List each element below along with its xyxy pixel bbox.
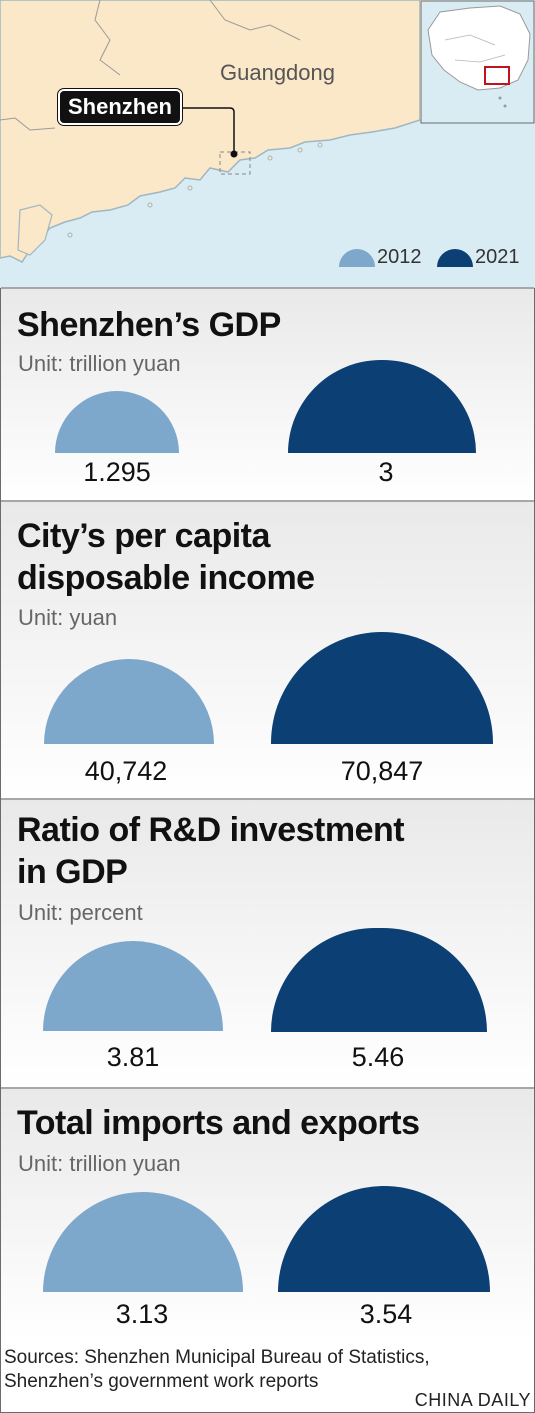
- value-2012: 40,742: [84, 756, 168, 786]
- dome-2021: [278, 1186, 490, 1292]
- legend-swatch-2012: [339, 248, 375, 267]
- value-2012: 1.295: [83, 457, 151, 487]
- panel-unit: Unit: yuan: [18, 605, 118, 630]
- rd-panel: Ratio of R&D investment in GDP Unit: per…: [1, 798, 534, 1088]
- city-label: Shenzhen: [58, 89, 182, 125]
- panel-title-line-2: disposable income: [17, 559, 315, 597]
- value-2021: 70,847: [340, 756, 424, 786]
- legend-label-2012: 2012: [377, 246, 422, 268]
- value-2012: 3.13: [115, 1299, 169, 1329]
- region-label: Guangdong: [220, 60, 335, 85]
- sources-note: Sources: Shenzhen Municipal Bureau of St…: [4, 1346, 430, 1394]
- dome-2012: [44, 659, 214, 744]
- dome-2012: [43, 941, 223, 1031]
- panel-title: Total imports and exports: [17, 1104, 420, 1142]
- value-2012: 3.81: [106, 1042, 160, 1072]
- guangdong-map: [0, 0, 535, 288]
- sources-line-1: Sources: Shenzhen Municipal Bureau of St…: [4, 1347, 430, 1368]
- credit: CHINA DAILY: [414, 1390, 531, 1410]
- income-panel: City’s per capita disposable income Unit…: [1, 500, 534, 799]
- dome-2021: [271, 632, 493, 744]
- trade-panel: Total imports and exports Unit: trillion…: [1, 1087, 534, 1339]
- gdp-panel: Shenzhen’s GDP Unit: trillion yuan 1.295…: [1, 287, 534, 501]
- sources-line-2: Shenzhen’s government work reports: [4, 1371, 319, 1392]
- panel-title: Shenzhen’s GDP: [17, 306, 281, 344]
- dome-2012: [55, 391, 179, 453]
- legend-item-2012: 2012: [339, 246, 422, 269]
- value-2021: 3.54: [359, 1299, 413, 1329]
- value-2021: 5.46: [351, 1042, 405, 1072]
- panel-unit: Unit: trillion yuan: [18, 351, 181, 376]
- value-2021: 3: [378, 457, 394, 487]
- panel-unit: Unit: trillion yuan: [18, 1151, 181, 1176]
- dome-2021: [271, 928, 487, 1032]
- dome-2021: [288, 360, 476, 453]
- legend-item-2021: 2021: [437, 246, 520, 269]
- panel-title-line-1: Ratio of R&D investment: [17, 811, 405, 849]
- panel-unit: Unit: percent: [18, 900, 143, 925]
- legend-label-2021: 2021: [475, 246, 520, 268]
- panel-title-line-1: City’s per capita: [17, 517, 270, 555]
- panel-title-line-2: in GDP: [17, 853, 128, 891]
- dome-2012: [43, 1192, 243, 1292]
- legend-swatch-2021: [437, 248, 473, 267]
